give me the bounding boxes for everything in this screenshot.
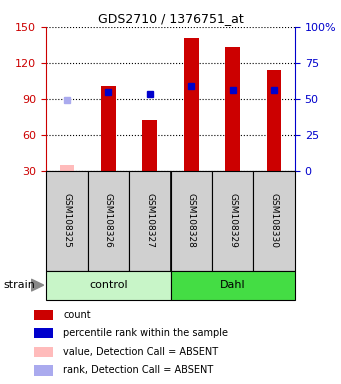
Bar <box>267 70 281 171</box>
Bar <box>170 271 295 300</box>
Bar <box>129 171 170 271</box>
Text: GSM108327: GSM108327 <box>145 194 154 248</box>
Bar <box>60 165 74 171</box>
Bar <box>253 171 295 271</box>
Text: rank, Detection Call = ABSENT: rank, Detection Call = ABSENT <box>63 366 213 376</box>
Bar <box>34 347 53 357</box>
Bar <box>170 171 212 271</box>
Text: value, Detection Call = ABSENT: value, Detection Call = ABSENT <box>63 347 218 357</box>
Text: GDS2710 / 1376751_at: GDS2710 / 1376751_at <box>98 12 243 25</box>
Bar <box>34 310 53 320</box>
Text: percentile rank within the sample: percentile rank within the sample <box>63 328 228 338</box>
Bar <box>184 38 198 171</box>
Text: Dahl: Dahl <box>220 280 246 290</box>
Text: control: control <box>89 280 128 290</box>
Bar <box>212 171 253 271</box>
Bar <box>225 47 240 171</box>
Bar <box>34 366 53 376</box>
Bar <box>143 121 157 171</box>
Bar <box>34 328 53 338</box>
Text: GSM108326: GSM108326 <box>104 194 113 248</box>
Polygon shape <box>31 279 44 291</box>
Text: GSM108325: GSM108325 <box>62 194 71 248</box>
Bar <box>88 171 129 271</box>
Text: GSM108328: GSM108328 <box>187 194 196 248</box>
Text: GSM108330: GSM108330 <box>270 193 279 248</box>
Bar <box>46 171 88 271</box>
Bar <box>46 271 170 300</box>
Text: count: count <box>63 310 91 320</box>
Bar <box>101 86 116 171</box>
Text: strain: strain <box>3 280 35 290</box>
Text: GSM108329: GSM108329 <box>228 194 237 248</box>
